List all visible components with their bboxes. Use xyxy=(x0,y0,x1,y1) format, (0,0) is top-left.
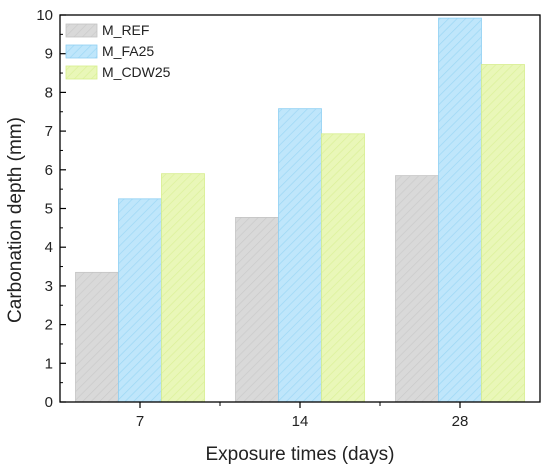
bar-m-fa25-7 xyxy=(118,198,162,403)
y-tick-label: 3 xyxy=(45,278,53,295)
y-axis-label: Carbonation depth (mm) xyxy=(5,117,26,323)
bar-m-fa25-28 xyxy=(438,17,482,403)
legend-label-m-fa25: M_FA25 xyxy=(102,43,154,59)
x-axis-label: Exposure times (days) xyxy=(205,444,394,465)
legend-swatch-m-fa25 xyxy=(65,44,98,59)
legend-label-m-ref: M_REF xyxy=(102,22,149,38)
legend-label-m-cdw25: M_CDW25 xyxy=(102,64,171,80)
y-tick-label: 7 xyxy=(45,123,53,140)
x-tick-label: 7 xyxy=(136,413,144,430)
bar-m-ref-14 xyxy=(235,217,279,403)
y-tick-label: 4 xyxy=(45,239,53,256)
bar-m-fa25-14 xyxy=(278,108,322,403)
bar-m-ref-7 xyxy=(75,271,119,403)
bar-m-ref-28 xyxy=(395,175,439,403)
bar-m-cdw25-28 xyxy=(481,64,525,403)
legend-swatch-m-ref xyxy=(65,23,98,38)
axes-layer: 0 1 2 3 4 5 6 7 8 9 10 7 14 28 xyxy=(36,7,541,430)
y-tick-label: 2 xyxy=(45,317,53,334)
legend: M_REF M_FA25 M_CDW25 xyxy=(65,22,171,80)
bar-m-cdw25-14 xyxy=(321,133,365,403)
y-tick-label: 6 xyxy=(45,162,53,179)
legend-swatch-m-cdw25 xyxy=(65,65,98,80)
y-tick-label: 5 xyxy=(45,201,53,218)
x-tick-label: 28 xyxy=(452,413,469,430)
x-tick-label: 14 xyxy=(292,413,309,430)
bar-m-cdw25-7 xyxy=(161,173,205,403)
y-tick-label: 10 xyxy=(36,7,53,24)
y-tick-label: 9 xyxy=(45,46,53,63)
bars-layer xyxy=(75,17,525,403)
y-tick-label: 1 xyxy=(45,355,53,372)
y-tick-label: 0 xyxy=(45,394,53,411)
y-tick-label: 8 xyxy=(45,84,53,101)
